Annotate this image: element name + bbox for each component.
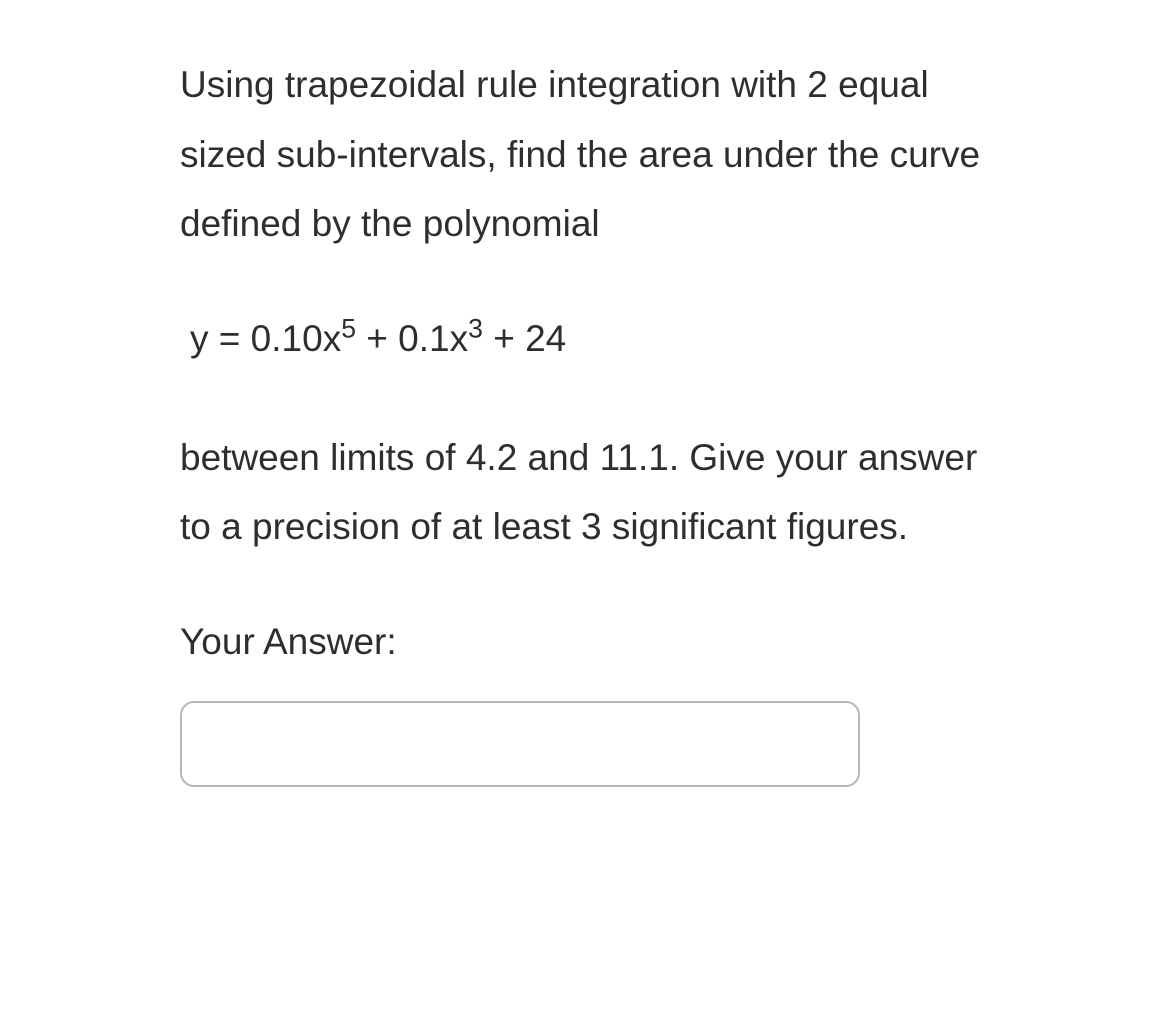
term2-exp: 3 <box>468 313 483 343</box>
term2-var: x <box>450 318 469 359</box>
answer-label: Your Answer: <box>180 612 990 671</box>
term2-coef: 0.1 <box>398 318 449 359</box>
term1-exp: 5 <box>341 313 356 343</box>
term3-coef: 24 <box>525 318 566 359</box>
answer-input[interactable] <box>180 701 860 787</box>
question-container: Using trapezoidal rule integration with … <box>0 0 1170 787</box>
question-limits: between limits of 4.2 and 11.1. Give you… <box>180 423 990 562</box>
term1-var: x <box>323 318 342 359</box>
eq-lhs: y <box>190 318 209 359</box>
question-intro: Using trapezoidal rule integration with … <box>180 50 990 259</box>
term1-coef: 0.10 <box>251 318 323 359</box>
polynomial-equation: y = 0.10x5 + 0.1x3 + 24 <box>180 309 990 368</box>
